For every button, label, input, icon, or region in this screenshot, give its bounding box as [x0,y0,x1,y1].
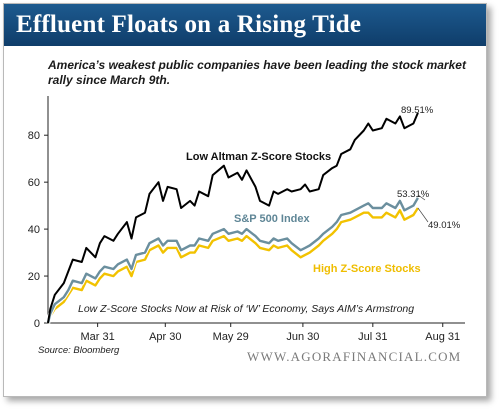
y-tick-label: 40 [28,224,40,236]
sp500-line [46,197,419,324]
sp500-leader-line [417,194,426,201]
label-layer: 89.51% 53.31% 49.01% Low Altman Z-Score Sto… [78,105,461,315]
x-tick-label: Jul 31 [358,331,387,343]
x-tick-label: May 29 [213,331,249,343]
chart-annotation: Low Z-Score Stocks Now at Risk of ‘W’ Ec… [78,303,414,315]
end-value-sp500: 53.31% [397,189,430,200]
banner-title: Effluent Floats on a Rising Tide [16,11,362,38]
chart-subtitle: America’s weakest public companies have … [48,58,466,87]
footer-url: WWW.AGORAFINANCIAL.COM [247,349,462,364]
title-banner: Effluent Floats on a Rising Tide [4,4,486,46]
high-z-leader-line [417,207,429,223]
y-tick-label: 0 [34,318,40,330]
x-tick-label: Aug 31 [425,331,460,343]
series-label-high-z: High Z-Score Stocks [313,263,421,275]
series-layer [45,112,420,324]
chart-frame: Effluent Floats on a Rising Tide [3,3,487,397]
series-label-low-z: Low Altman Z-Score Stocks [186,151,331,163]
x-tick-label: Mar 31 [81,331,115,343]
chart-axes: 0 20 40 60 80 Mar 31 Apr 30 May 29 Jun 30 Jul 31 A… [28,96,465,343]
source-note: Source: Bloomberg [38,345,120,356]
y-tick-label: 60 [28,177,40,189]
end-value-low-z: 89.51% [401,105,434,116]
end-value-high-z: 49.01% [428,220,461,231]
x-tick-label: Apr 30 [149,331,181,343]
series-label-sp500: S&P 500 Index [234,213,310,225]
low-z-score-line [47,112,419,324]
y-tick-label: 20 [28,271,40,283]
x-tick-label: Jun 30 [286,331,319,343]
high-z-score-line [46,207,419,324]
y-tick-label: 80 [28,130,40,142]
